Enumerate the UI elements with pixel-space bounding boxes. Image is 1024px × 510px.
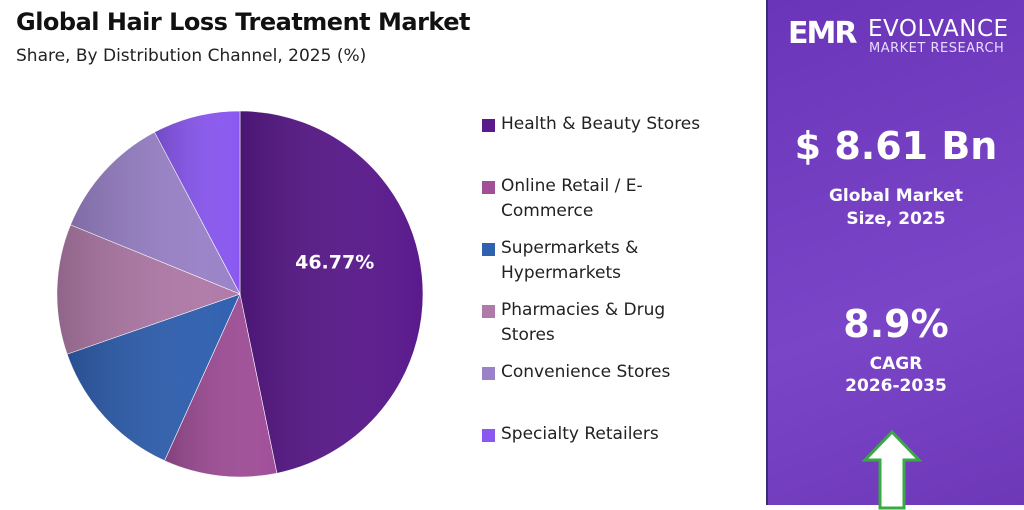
legend-label: Supermarkets & Hypermarkets xyxy=(501,238,639,283)
legend-swatch xyxy=(482,305,495,318)
legend-item: Specialty Retailers xyxy=(482,422,659,447)
cagr-value: 8.9% xyxy=(843,302,949,346)
logo-name: EVOLVANCE xyxy=(868,16,1009,42)
legend-label: Specialty Retailers xyxy=(501,424,659,444)
market-size-label: Global Market xyxy=(828,186,964,206)
legend-label: Health & Beauty Stores xyxy=(501,114,701,134)
logo-mark: EMR xyxy=(788,16,857,51)
legend-swatch xyxy=(482,119,495,132)
slice-shading xyxy=(164,294,277,477)
cagr-label: CAGR xyxy=(869,354,923,374)
chart-title: Global Hair Loss Treatment Market xyxy=(16,8,470,36)
data-label: 46.77% xyxy=(295,251,374,273)
chart-panel: Global Hair Loss Treatment Market Share,… xyxy=(16,8,701,478)
logo: EMR EVOLVANCE MARKET RESEARCH xyxy=(788,14,1018,56)
slice-shading xyxy=(240,111,423,474)
legend-item: Supermarkets & Hypermarkets xyxy=(482,236,638,286)
market-size-year: Size, 2025 xyxy=(846,209,946,229)
legend-item: Online Retail / E- Commerce xyxy=(482,174,643,224)
pie-chart: 46.77% xyxy=(56,110,424,478)
legend-label: Pharmacies & Drug Stores xyxy=(501,300,666,345)
legend-label: Convenience Stores xyxy=(501,362,671,382)
logo-subtitle: MARKET RESEARCH xyxy=(869,41,1005,56)
chart-subtitle: Share, By Distribution Channel, 2025 (%) xyxy=(16,46,367,66)
legend-label: Online Retail / E- Commerce xyxy=(501,176,643,221)
slice-shading xyxy=(56,224,240,355)
legend-item: Pharmacies & Drug Stores xyxy=(482,298,665,348)
cagr-period: 2026-2035 xyxy=(845,376,947,396)
legend-swatch xyxy=(482,243,495,256)
legend-swatch xyxy=(482,181,495,194)
slice-shading xyxy=(154,111,240,294)
summary-panel: EMR EVOLVANCE MARKET RESEARCH $ 8.61 Bn … xyxy=(766,0,1024,510)
legend-swatch xyxy=(482,367,495,380)
legend-item: Health & Beauty Stores xyxy=(482,112,700,137)
up-arrow-icon xyxy=(862,430,922,510)
market-size-value: $ 8.61 Bn xyxy=(794,124,998,168)
legend-swatch xyxy=(482,429,495,442)
slice-shading xyxy=(70,132,240,294)
slice-shading xyxy=(67,294,240,461)
legend-item: Convenience Stores xyxy=(482,360,670,385)
